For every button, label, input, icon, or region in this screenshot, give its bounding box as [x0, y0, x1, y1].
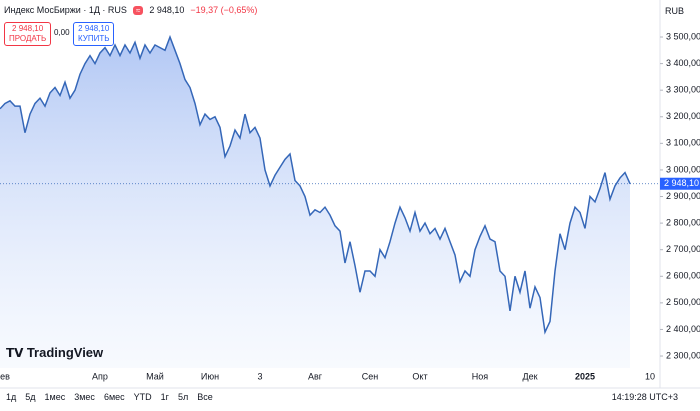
x-tick-label: ев: [0, 371, 10, 381]
range-button[interactable]: 3мес: [74, 392, 95, 402]
x-tick-label: 3: [257, 371, 262, 381]
y-tick-label: 2 700,00: [666, 244, 700, 254]
y-tick-label: 2 600,00: [666, 271, 700, 281]
x-tick-label: Ноя: [472, 371, 489, 381]
range-button[interactable]: YTD: [133, 392, 152, 402]
y-tick-label: 3 300,00: [666, 85, 700, 95]
range-button[interactable]: 1г: [160, 392, 169, 402]
sell-label: ПРОДАТЬ: [9, 34, 47, 43]
y-tick-label: 3 000,00: [666, 164, 700, 174]
y-tick-label: 2 400,00: [666, 324, 700, 334]
price: 2 948,10: [149, 5, 185, 15]
currency: RUB: [665, 6, 685, 16]
symbol[interactable]: Индекс МосБиржи · 1Д · RUS: [4, 5, 127, 15]
range-bar: 1д 5д 1мес 3мес 6мес YTD 1г 5л Все: [6, 392, 213, 402]
range-button[interactable]: 5д: [25, 392, 36, 402]
y-tick-label: 3 500,00: [666, 31, 700, 41]
range-button[interactable]: 1д: [6, 392, 17, 402]
y-tick-label: 2 900,00: [666, 191, 700, 201]
x-tick-label: Авг: [308, 371, 323, 381]
x-tick-label: 2025: [575, 371, 595, 381]
y-tick-label: 3 400,00: [666, 58, 700, 68]
logo-text: TradingView: [26, 345, 104, 360]
range-button[interactable]: Все: [197, 392, 213, 402]
y-tick-label: 2 300,00: [666, 350, 700, 360]
line: [0, 34, 631, 335]
x-tick-label: Окт: [412, 371, 427, 381]
price-tag: [660, 177, 700, 190]
price-tag-label: 2 948,10: [664, 178, 699, 188]
buy-label: КУПИТЬ: [78, 34, 110, 43]
change: −19,37 (−0,65%): [190, 5, 258, 15]
x-tick-label: Май: [146, 371, 164, 381]
logo[interactable]: 𝗧𝗩 TradingView: [6, 345, 104, 360]
area: [0, 37, 630, 368]
range-button[interactable]: 5л: [177, 392, 189, 402]
x-tick-label: Дек: [522, 371, 537, 381]
spread: 0,00: [54, 28, 70, 37]
range-button[interactable]: 1мес: [44, 392, 66, 402]
y-tick-label: 2 500,00: [666, 297, 700, 307]
y-tick-label: 3 200,00: [666, 111, 700, 121]
range-button[interactable]: 6мес: [103, 392, 125, 402]
x-tick-label: Сен: [362, 371, 379, 381]
sell-price: 2 948,10: [12, 24, 44, 33]
header: Индекс МосБиржи · 1Д · RUS ≈ 2 948,10 −1…: [4, 5, 257, 15]
buy-price: 2 948,10: [78, 24, 110, 33]
y-tick-label: 2 800,00: [666, 217, 700, 227]
clock: 14:19:28 UTC+3: [611, 392, 678, 402]
buy-button[interactable]: 2 948,10 КУПИТЬ: [73, 22, 115, 46]
x-tick-label: Апр: [92, 371, 108, 381]
icon: ≈: [132, 5, 144, 15]
x-tick-label: Июн: [201, 371, 219, 381]
y-tick-label: 3 100,00: [666, 138, 700, 148]
sell-button[interactable]: 2 948,10 ПРОДАТЬ: [4, 22, 52, 46]
x-tick-label: 10: [645, 371, 655, 381]
